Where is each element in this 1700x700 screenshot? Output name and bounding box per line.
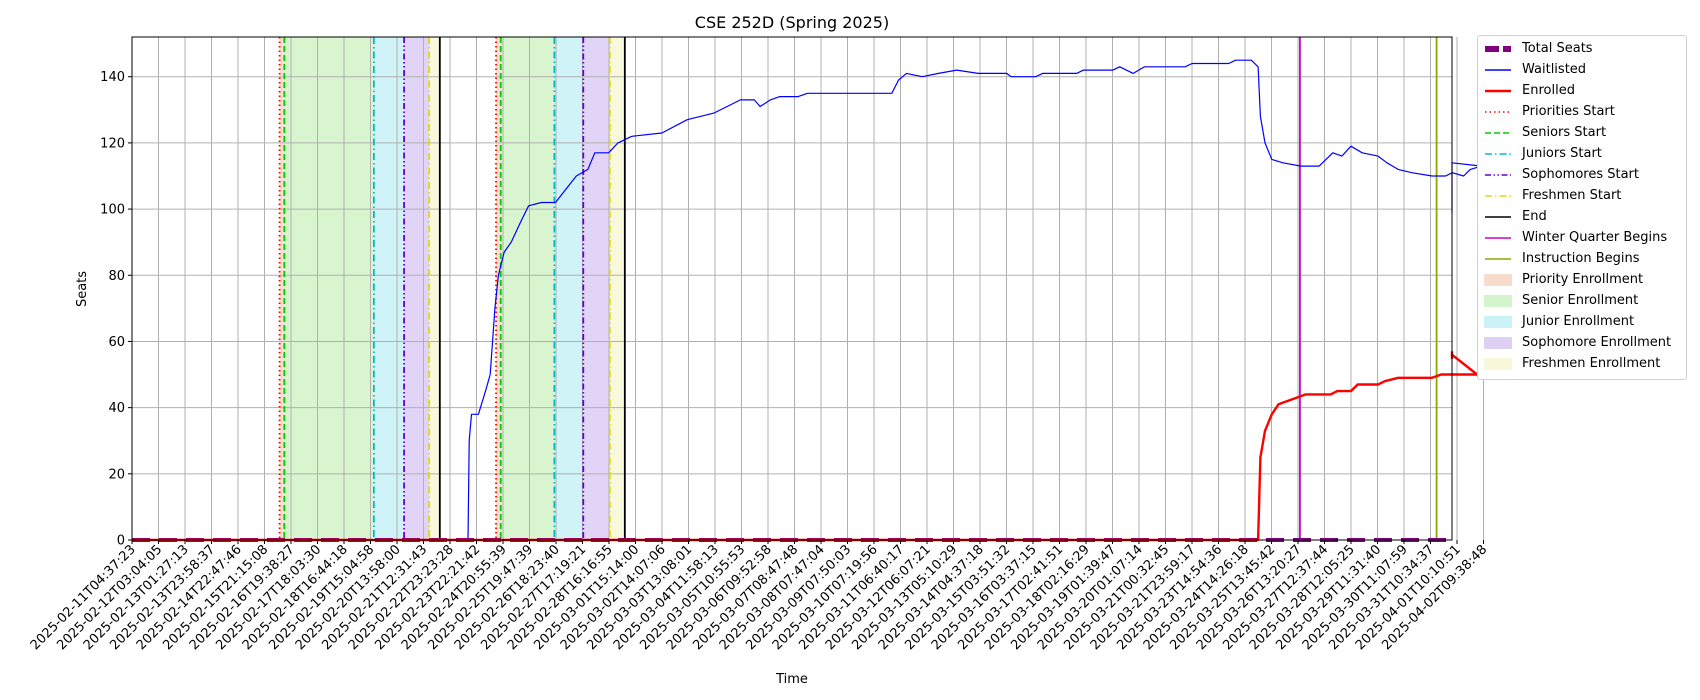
y-axis: 0 20 40 60 80 100 120 140 <box>100 70 132 549</box>
series-enrolled <box>132 351 1479 542</box>
legend-swatch <box>1484 316 1512 328</box>
grid <box>131 37 1484 541</box>
legend-swatch <box>1485 174 1511 176</box>
span-sophomore-enrollment <box>583 37 610 540</box>
legend-swatch <box>1485 195 1511 197</box>
legend-item: End <box>1478 207 1686 227</box>
legend-label: End <box>1522 209 1547 224</box>
legend-swatch <box>1485 111 1511 113</box>
legend-item: Seniors Start <box>1478 123 1686 143</box>
legend-item: Senior Enrollment <box>1478 291 1686 311</box>
legend-label: Waitlisted <box>1522 62 1587 77</box>
legend-swatch <box>1485 237 1511 239</box>
enrollment-spans <box>279 37 625 540</box>
plot-frame <box>131 36 1453 541</box>
legend-item: Winter Quarter Begins <box>1478 228 1686 248</box>
y-axis-label: Seats <box>75 271 90 307</box>
legend-label: Winter Quarter Begins <box>1522 230 1668 245</box>
legend-label: Total Seats <box>1522 41 1593 56</box>
legend-item: Priorities Start <box>1478 102 1686 122</box>
series-waitlisted <box>132 59 1483 541</box>
legend-item: Freshmen Enrollment <box>1478 354 1686 374</box>
y-tick-label: 100 <box>100 203 125 218</box>
legend-swatch <box>1484 337 1512 349</box>
legend-item: Enrolled <box>1478 81 1686 101</box>
y-tick-label: 40 <box>108 401 125 416</box>
legend-label: Freshmen Enrollment <box>1522 356 1661 371</box>
y-tick-label: 120 <box>100 136 125 151</box>
span-junior-enrollment <box>373 37 405 540</box>
phase-markers <box>278 37 1438 540</box>
legend-swatch <box>1484 358 1512 370</box>
legend-swatch <box>1485 69 1511 71</box>
legend-item: Sophomore Enrollment <box>1478 333 1686 353</box>
legend-swatch <box>1485 89 1511 93</box>
legend-label: Priorities Start <box>1522 104 1615 119</box>
span-priority-enrollment <box>279 37 285 540</box>
legend-item: Priority Enrollment <box>1478 270 1686 290</box>
legend-item: Waitlisted <box>1478 60 1686 80</box>
legend-label: Instruction Begins <box>1522 251 1640 266</box>
y-tick-label: 80 <box>108 269 125 284</box>
legend-swatch <box>1485 132 1511 134</box>
chart-title: CSE 252D (Spring 2025) <box>695 13 889 32</box>
legend-label: Priority Enrollment <box>1522 272 1644 287</box>
legend-label: Sophomore Enrollment <box>1522 335 1672 350</box>
span-junior-enrollment <box>554 37 584 540</box>
legend: Total Seats Waitlisted Enrolled Priorities … <box>1477 35 1687 380</box>
y-tick-label: 20 <box>108 467 125 482</box>
y-tick-label: 0 <box>117 534 125 549</box>
legend-label: Junior Enrollment <box>1522 314 1635 329</box>
span-senior-enrollment <box>500 37 555 540</box>
span-sophomore-enrollment <box>404 37 430 540</box>
legend-label: Freshmen Start <box>1522 188 1622 203</box>
legend-label: Senior Enrollment <box>1522 293 1639 308</box>
legend-item: Junior Enrollment <box>1478 312 1686 332</box>
span-priority-enrollment <box>496 37 501 540</box>
legend-swatch <box>1484 295 1512 307</box>
legend-swatch <box>1485 46 1511 52</box>
legend-item: Sophomores Start <box>1478 165 1686 185</box>
legend-item: Juniors Start <box>1478 144 1686 164</box>
span-freshmen-enrollment <box>609 37 625 540</box>
legend-swatch <box>1485 258 1511 260</box>
legend-label: Juniors Start <box>1522 146 1602 161</box>
y-tick-label: 60 <box>108 335 125 350</box>
legend-label: Enrolled <box>1522 83 1575 98</box>
legend-label: Seniors Start <box>1522 125 1607 140</box>
span-freshmen-enrollment <box>429 37 440 540</box>
legend-swatch <box>1484 274 1512 286</box>
x-axis-label: Time <box>775 672 808 687</box>
y-tick-label: 140 <box>100 70 125 85</box>
x-axis: 2025-02-11T04:37:232025-02-12T03:04:0520… <box>28 540 1490 653</box>
legend-item: Freshmen Start <box>1478 186 1686 206</box>
legend-item: Instruction Begins <box>1478 249 1686 269</box>
legend-swatch <box>1485 153 1511 155</box>
legend-label: Sophomores Start <box>1522 167 1639 182</box>
legend-item: Total Seats <box>1478 39 1686 59</box>
legend-swatch <box>1485 216 1511 218</box>
span-senior-enrollment <box>284 37 374 540</box>
